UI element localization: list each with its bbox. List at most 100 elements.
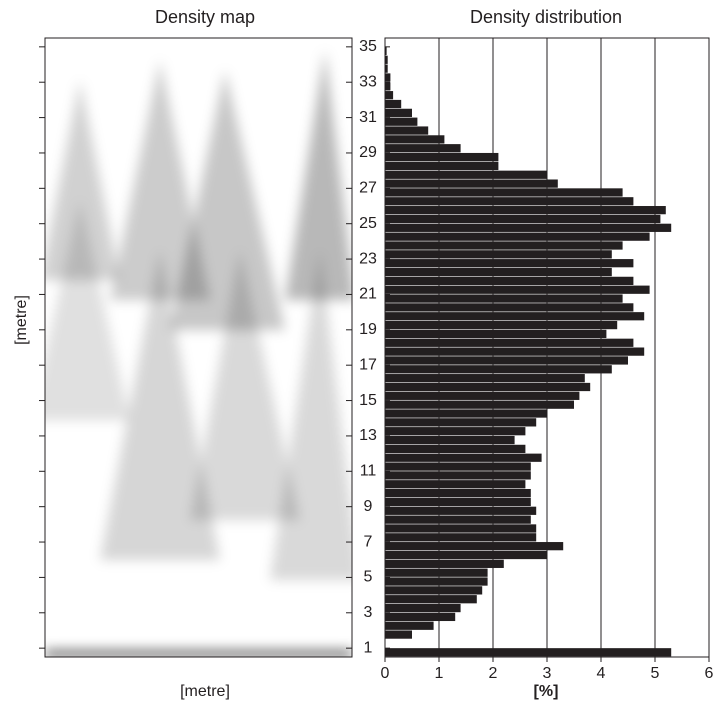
bar	[385, 365, 612, 374]
bar	[385, 179, 558, 188]
bar	[385, 409, 547, 418]
y-tick-label: 35	[359, 38, 377, 55]
bar	[385, 550, 547, 560]
x-tick-label: 6	[705, 665, 714, 682]
bar	[385, 595, 477, 604]
y-tick-label: 3	[364, 604, 373, 621]
bar	[385, 294, 623, 303]
bar	[385, 152, 499, 162]
bar	[385, 214, 661, 224]
map-title: Density map	[155, 7, 255, 27]
y-tick-label: 5	[364, 569, 373, 586]
y-tick-label: 29	[359, 144, 377, 161]
x-tick-label: 4	[597, 665, 606, 682]
y-tick-label: 17	[359, 356, 377, 373]
bar	[385, 303, 634, 312]
y-tick-label: 15	[359, 392, 377, 409]
y-tick-label: 13	[359, 427, 377, 444]
bar	[385, 170, 547, 179]
y-tick-label: 19	[359, 321, 377, 338]
bar	[385, 223, 672, 232]
x-tick-label: 2	[489, 665, 498, 682]
bar	[385, 188, 623, 197]
bar	[385, 64, 388, 73]
bar	[385, 506, 537, 515]
bar	[385, 259, 634, 268]
bar	[385, 648, 672, 657]
bar	[385, 117, 418, 126]
bar	[385, 427, 526, 436]
bar	[385, 471, 531, 480]
bar	[385, 312, 645, 321]
bar	[385, 586, 483, 595]
bar	[385, 568, 488, 577]
bar	[385, 347, 645, 356]
bar	[385, 232, 650, 241]
bar	[385, 630, 412, 639]
bar	[385, 73, 391, 82]
bar	[385, 577, 488, 586]
bar	[385, 524, 537, 533]
bar	[385, 374, 585, 383]
map-y-label: [metre]	[13, 295, 30, 345]
x-tick-label: 5	[651, 665, 660, 682]
bar	[385, 267, 612, 277]
y-tick-label: 27	[359, 180, 377, 197]
bar	[385, 462, 531, 471]
y-tick-label: 21	[359, 286, 377, 303]
bar	[385, 108, 412, 117]
map-x-label: [metre]	[180, 683, 230, 700]
bar	[385, 329, 607, 339]
hist-x-label: [%]	[534, 683, 559, 700]
bar	[385, 99, 402, 109]
bar	[385, 559, 504, 568]
bar	[385, 320, 618, 330]
bar	[385, 453, 542, 462]
bar	[385, 285, 650, 294]
y-tick-label: 1	[364, 639, 373, 656]
y-tick-label: 11	[360, 463, 377, 480]
bar	[385, 356, 628, 365]
bar	[385, 444, 526, 454]
bar	[385, 250, 612, 259]
bar	[385, 161, 499, 171]
bar	[385, 46, 387, 56]
bar	[385, 197, 634, 206]
bar	[385, 382, 591, 392]
bar	[385, 418, 537, 427]
bar	[385, 206, 666, 215]
y-tick-label: 25	[359, 215, 377, 232]
bar	[385, 144, 461, 153]
bar	[385, 391, 580, 400]
bar	[385, 612, 456, 622]
map-frame	[44, 37, 353, 658]
hist-title: Density distribution	[470, 7, 622, 27]
y-tick-label: 23	[359, 250, 377, 267]
bar	[385, 126, 429, 135]
bar	[385, 241, 623, 250]
bar	[385, 542, 564, 551]
y-tick-label: 31	[359, 109, 377, 126]
x-tick-label: 3	[543, 665, 552, 682]
x-tick-label: 1	[435, 665, 444, 682]
plot-frame	[384, 37, 710, 658]
bar	[385, 497, 531, 507]
density-image	[45, 50, 352, 657]
y-tick-label: 7	[364, 533, 373, 550]
bar	[385, 276, 634, 285]
y-tick-label: 9	[364, 498, 373, 515]
bar	[385, 55, 388, 64]
bar	[385, 338, 634, 347]
bar	[385, 400, 574, 409]
bar	[385, 82, 391, 91]
bar	[385, 603, 461, 613]
x-tick-label: 0	[381, 665, 390, 682]
bar	[385, 488, 531, 498]
bar	[385, 91, 394, 100]
bar	[385, 480, 526, 489]
bar	[385, 621, 434, 630]
y-tick-label: 33	[359, 73, 377, 90]
bar	[385, 135, 445, 144]
bar	[385, 435, 515, 445]
